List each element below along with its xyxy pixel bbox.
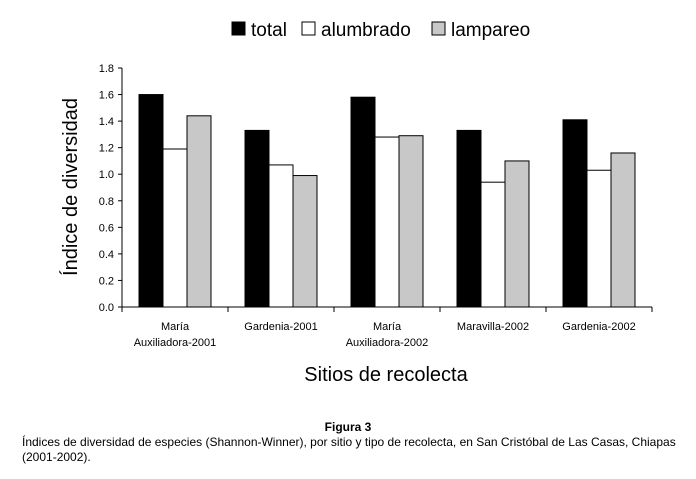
chart: total alumbrado lampareo 0.0 0.2 0.4 0.6 0.8 1.… bbox=[59, 20, 653, 386]
legend-label-lampareo: lampareo bbox=[451, 20, 530, 41]
y-tick-label: 0.4 bbox=[99, 249, 114, 261]
y-tick-label: 0.2 bbox=[99, 275, 114, 287]
legend-swatch-total bbox=[231, 21, 246, 36]
bars bbox=[138, 94, 636, 308]
bar-lampareo bbox=[186, 115, 212, 308]
x-axis-title: Sitios de recolecta bbox=[304, 364, 468, 386]
bar-lampareo bbox=[504, 160, 530, 308]
bar-lampareo bbox=[398, 135, 424, 308]
y-tick-label: 1.2 bbox=[99, 143, 114, 155]
figure-caption-title: Figura 3 bbox=[324, 420, 372, 434]
bar-alumbrado bbox=[586, 169, 612, 308]
y-tick-label: 1.8 bbox=[99, 63, 114, 75]
x-category-label: Maravilla-2002 bbox=[457, 321, 529, 333]
legend-label-alumbrado: alumbrado bbox=[321, 20, 411, 41]
x-category-label: María bbox=[161, 321, 190, 333]
bar-alumbrado bbox=[480, 181, 506, 308]
x-category-label: Gardenia-2002 bbox=[562, 321, 635, 333]
bar-alumbrado bbox=[268, 164, 294, 308]
legend: total alumbrado lampareo bbox=[231, 20, 530, 41]
x-axis: María Auxiliadora-2001 Gardenia-2001 María A… bbox=[121, 306, 653, 349]
bar-lampareo bbox=[292, 175, 318, 308]
bar-alumbrado bbox=[162, 148, 188, 308]
bar-total bbox=[562, 119, 588, 308]
legend-label-total: total bbox=[251, 20, 287, 41]
y-tick-label: 0.0 bbox=[99, 302, 114, 314]
bar-alumbrado bbox=[374, 136, 400, 308]
y-tick-label: 1.0 bbox=[99, 169, 114, 181]
x-category-label: Auxiliadora-2001 bbox=[134, 337, 217, 349]
y-tick-label: 1.6 bbox=[99, 90, 114, 102]
figure-caption-text: Índices de diversidad de especies (Shann… bbox=[22, 435, 676, 464]
bar-total bbox=[456, 129, 482, 308]
x-category-label: Gardenia-2001 bbox=[244, 321, 317, 333]
bar-total bbox=[350, 96, 376, 308]
y-tick-label: 1.4 bbox=[99, 116, 114, 128]
bar-lampareo bbox=[610, 152, 636, 308]
bar-total bbox=[138, 94, 164, 308]
y-axis: 0.0 0.2 0.4 0.6 0.8 1.0 1.2 1.4 1.6 1.8 bbox=[99, 63, 123, 314]
x-category-label: Auxiliadora-2002 bbox=[346, 337, 429, 349]
x-category-label: María bbox=[373, 321, 402, 333]
y-tick-label: 0.8 bbox=[99, 196, 114, 208]
y-axis-title: Índice de diversidad bbox=[59, 98, 82, 276]
bar-total bbox=[244, 129, 270, 308]
legend-swatch-lampareo bbox=[431, 21, 446, 36]
y-tick-label: 0.6 bbox=[99, 222, 114, 234]
legend-swatch-alumbrado bbox=[301, 21, 316, 36]
